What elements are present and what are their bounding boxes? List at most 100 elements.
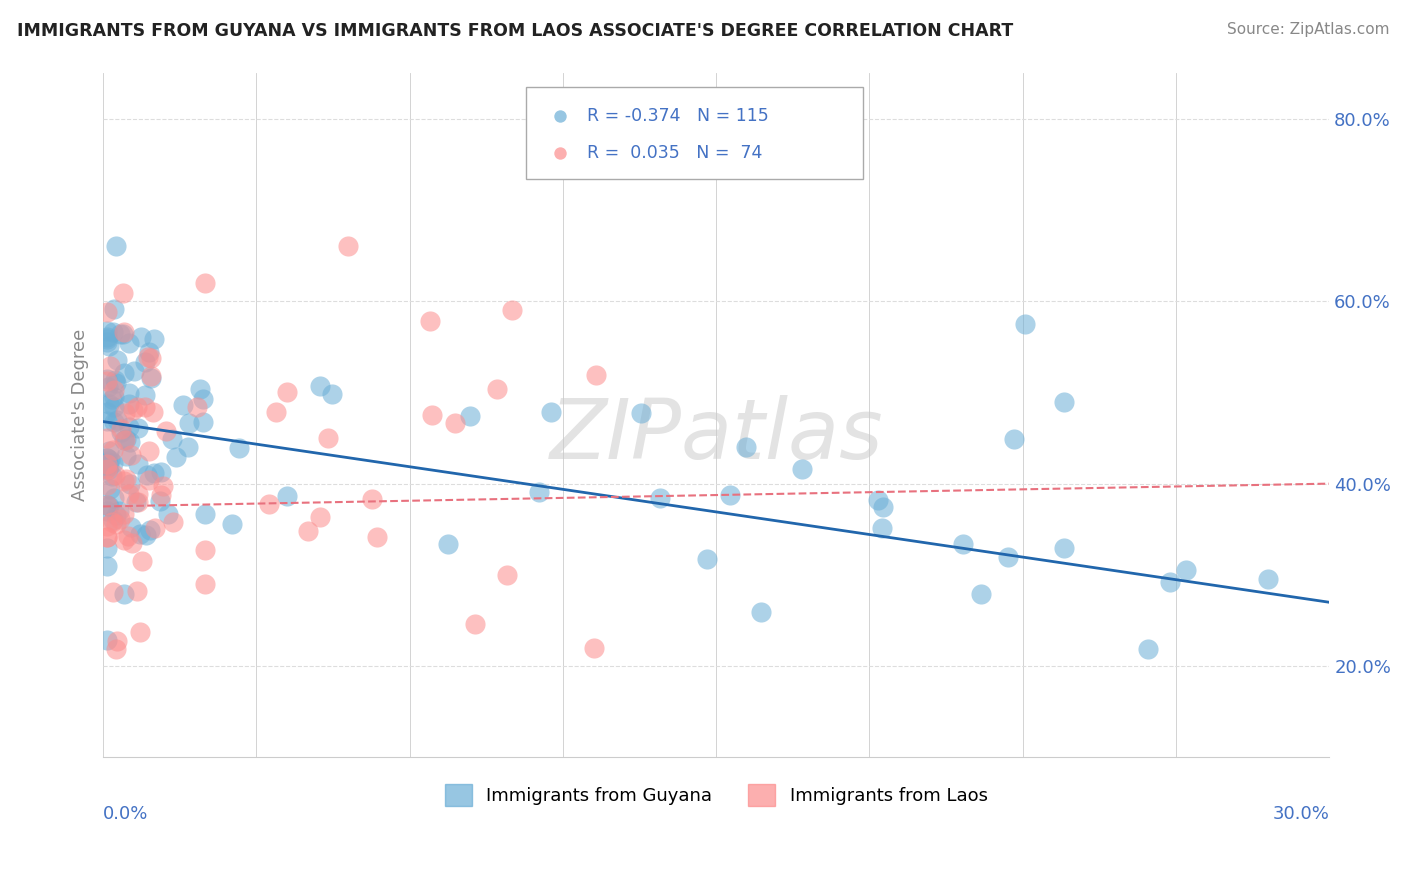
Point — [105, 412, 128, 426]
Point — [112, 367, 135, 381]
Point — [118, 477, 141, 491]
Point — [98, 359, 121, 374]
Point — [1257, 573, 1279, 587]
Point — [96, 558, 118, 573]
Point — [101, 392, 124, 406]
Point — [129, 624, 152, 639]
Text: 30.0%: 30.0% — [1272, 805, 1329, 823]
Point — [138, 344, 160, 359]
Point — [142, 332, 165, 346]
Point — [464, 617, 486, 632]
Text: R =  0.035   N =  74: R = 0.035 N = 74 — [588, 144, 763, 161]
Point — [108, 326, 131, 341]
Point — [1014, 317, 1036, 331]
Point — [143, 466, 166, 480]
Point — [316, 431, 339, 445]
Point — [1159, 574, 1181, 589]
Point — [194, 508, 217, 522]
Point — [194, 576, 217, 591]
Point — [104, 373, 127, 387]
Point — [125, 495, 148, 509]
Point — [114, 433, 136, 447]
Point — [103, 491, 125, 505]
Point — [108, 512, 131, 526]
Point — [98, 453, 121, 467]
Point — [103, 301, 125, 316]
Point — [108, 504, 131, 518]
Point — [127, 457, 149, 471]
Point — [309, 378, 332, 392]
Point — [162, 516, 184, 530]
Point — [152, 479, 174, 493]
Point — [129, 527, 152, 541]
Point — [458, 409, 481, 424]
Y-axis label: Associate's Degree: Associate's Degree — [72, 329, 89, 501]
Point — [101, 513, 124, 527]
Point — [114, 433, 136, 447]
Point — [110, 422, 132, 436]
Point — [103, 416, 125, 430]
Point — [103, 383, 125, 397]
Point — [96, 541, 118, 555]
Point — [96, 334, 118, 349]
Point — [96, 324, 118, 338]
Point — [308, 510, 330, 524]
Point — [134, 355, 156, 369]
Point — [96, 633, 118, 648]
Point — [98, 482, 121, 496]
Point — [129, 330, 152, 344]
Point — [139, 351, 162, 365]
Point — [117, 529, 139, 543]
Point — [111, 326, 134, 341]
Point — [96, 498, 118, 512]
Point — [437, 537, 460, 551]
Point — [138, 444, 160, 458]
Point — [582, 640, 605, 655]
Point — [127, 400, 149, 414]
Point — [1002, 432, 1025, 446]
Point — [160, 432, 183, 446]
Point — [872, 500, 894, 514]
Point — [630, 406, 652, 420]
Point — [139, 369, 162, 384]
Point — [112, 433, 135, 447]
Point — [110, 425, 132, 439]
Point — [122, 403, 145, 417]
Point — [112, 474, 135, 488]
Point — [194, 276, 217, 290]
Point — [969, 587, 991, 601]
Legend: Immigrants from Guyana, Immigrants from Laos: Immigrants from Guyana, Immigrants from … — [437, 777, 995, 814]
FancyBboxPatch shape — [526, 87, 863, 179]
Point — [186, 400, 208, 414]
Point — [997, 549, 1019, 564]
Point — [96, 460, 118, 475]
Point — [104, 238, 127, 252]
Point — [118, 397, 141, 411]
Point — [118, 420, 141, 434]
Point — [366, 530, 388, 544]
Point — [96, 461, 118, 475]
Point — [127, 494, 149, 508]
Point — [96, 330, 118, 344]
Point — [96, 477, 118, 491]
Point — [257, 497, 280, 511]
Point — [188, 382, 211, 396]
Point — [143, 520, 166, 534]
Point — [228, 442, 250, 456]
Point — [104, 516, 127, 531]
Point — [1053, 395, 1076, 409]
Point — [155, 424, 177, 438]
Point — [118, 336, 141, 351]
Point — [120, 519, 142, 533]
Point — [179, 416, 201, 430]
Point — [696, 551, 718, 566]
Point — [221, 517, 243, 532]
Point — [142, 405, 165, 419]
Point — [97, 444, 120, 458]
Point — [321, 387, 343, 401]
Point — [96, 498, 118, 512]
Point — [104, 468, 127, 483]
Point — [114, 406, 136, 420]
Point — [118, 386, 141, 401]
Point — [105, 634, 128, 648]
